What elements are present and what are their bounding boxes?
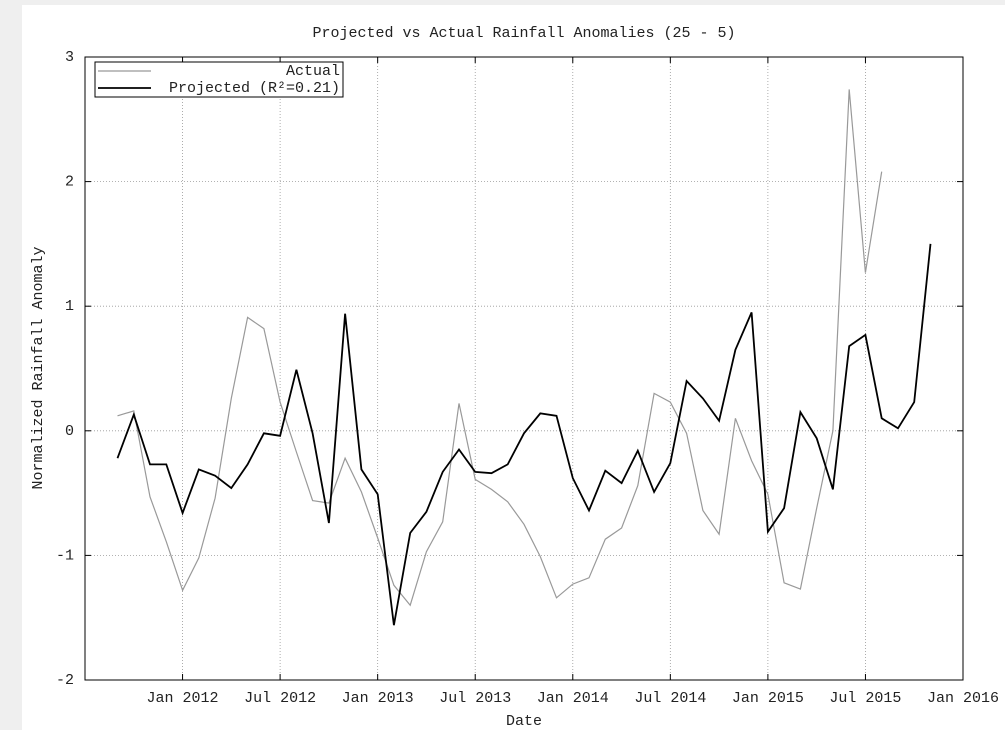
x-tick-label: Jul 2014 <box>634 690 706 707</box>
x-tick-label: Jan 2012 <box>147 690 219 707</box>
plot-frame <box>84 56 964 681</box>
y-tick-label: -2 <box>56 672 74 689</box>
x-tick-label: Jan 2016 <box>927 690 999 707</box>
x-tick-label: Jul 2013 <box>439 690 511 707</box>
x-tick-label: Jul 2012 <box>244 690 316 707</box>
x-tick-label: Jan 2013 <box>342 690 414 707</box>
x-tick-label: Jan 2014 <box>537 690 609 707</box>
series-line <box>116 243 932 626</box>
figure-background <box>22 5 1005 730</box>
y-tick-label: 0 <box>65 423 74 440</box>
chart-title: Projected vs Actual Rainfall Anomalies (… <box>312 25 735 42</box>
legend-label: Projected (R²=0.21) <box>169 80 340 97</box>
y-tick-label: 1 <box>65 298 74 315</box>
y-tick-label: 3 <box>65 49 74 66</box>
series-line <box>117 89 883 607</box>
y-tick-label: 2 <box>65 174 74 191</box>
x-axis-label: Date <box>506 713 542 730</box>
y-tick-label: -1 <box>56 547 74 564</box>
legend-label: Actual <box>286 63 340 80</box>
y-axis-label: Normalized Rainfall Anomaly <box>30 246 47 489</box>
x-tick-label: Jul 2015 <box>829 690 901 707</box>
legend-box <box>94 61 344 98</box>
x-tick-label: Jan 2015 <box>732 690 804 707</box>
